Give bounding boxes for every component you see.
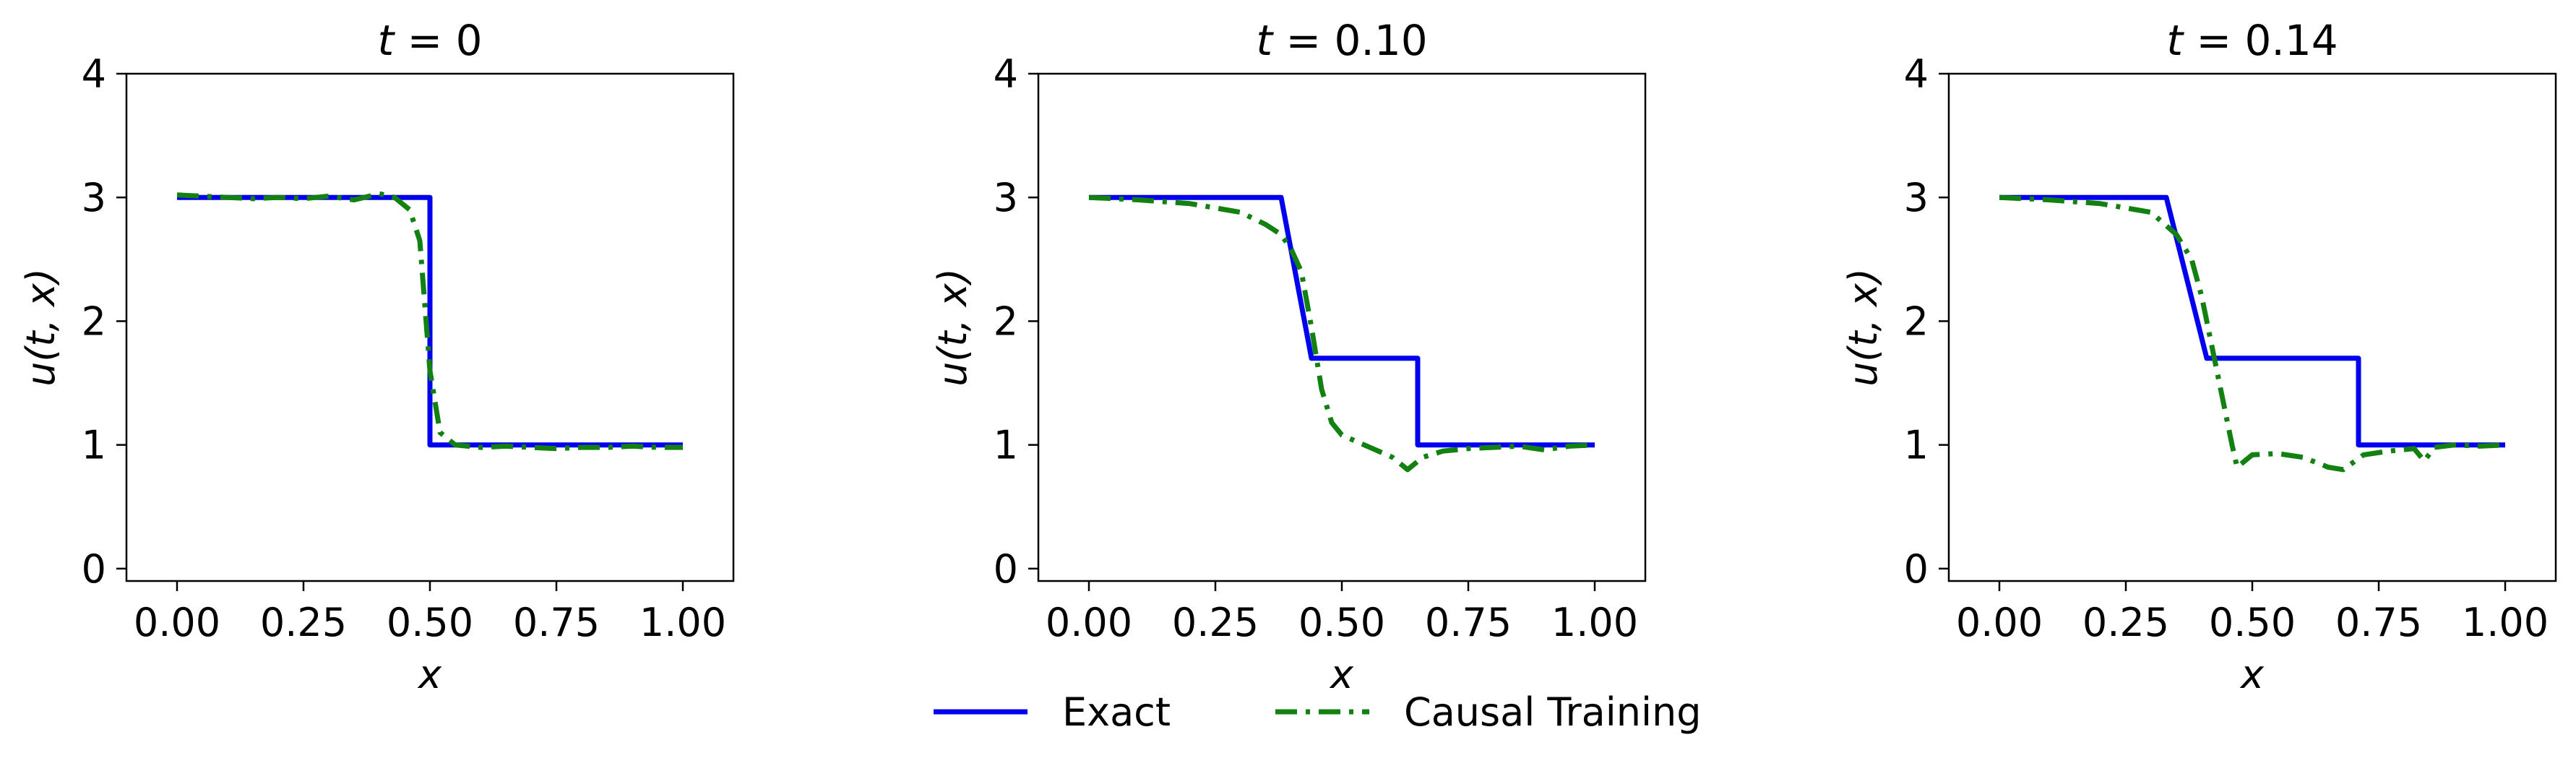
- y-tick-label: 3: [1904, 175, 1929, 220]
- legend-label-exact: Exact: [1062, 689, 1171, 735]
- x-tick-label: 0.25: [2082, 600, 2169, 645]
- y-tick-label: 1: [1904, 423, 1929, 468]
- x-tick-label: 0.50: [1298, 600, 1385, 645]
- y-axis-title: u(t, x): [1840, 268, 1886, 387]
- x-tick-label: 0.25: [1172, 600, 1259, 645]
- series-line-causal-training: [1999, 194, 2506, 473]
- y-tick-label: 1: [994, 423, 1018, 468]
- x-axis-title: x: [1329, 652, 1354, 697]
- x-axis-title: x: [2239, 652, 2265, 697]
- y-tick-label: 1: [82, 423, 106, 468]
- chart-panel-2: 0.00 0.25 0.50 0.75 1.00 0 1 2 3 4 x u(t, x) t = 0.1…: [930, 16, 1647, 697]
- x-tick-label: 0.50: [387, 600, 473, 645]
- series-line-causal-training: [176, 191, 683, 452]
- x-tick-label: 1.00: [639, 600, 726, 645]
- x-tick-label: 0.75: [513, 600, 600, 645]
- x-tick-label: 0.75: [1425, 600, 1512, 645]
- x-tick-label: 0.00: [1956, 600, 2043, 645]
- y-axis-title: u(t, x): [930, 268, 975, 387]
- legend-label-causal-training: Causal Training: [1404, 689, 1702, 735]
- legend: Exact Causal Training: [934, 689, 1702, 735]
- series-line-causal-training: [1088, 194, 1595, 473]
- y-tick-label: 2: [994, 298, 1018, 344]
- x-tick-label: 0.75: [2335, 600, 2422, 645]
- y-tick-label: 0: [1904, 546, 1929, 592]
- chart-panel-1: 0.00 0.25 0.50 0.75 1.00 0 1 2 3 4 x u(t, x) t = 0: [18, 16, 735, 697]
- y-tick-label: 0: [82, 546, 106, 592]
- y-axis-title: u(t, x): [18, 268, 64, 387]
- y-tick-label: 4: [1904, 51, 1929, 97]
- y-tick-label: 4: [82, 51, 106, 97]
- x-tick-label: 0.25: [260, 600, 347, 645]
- x-tick-label: 0.00: [134, 600, 220, 645]
- chart-panel-3: 0.00 0.25 0.50 0.75 1.00 0 1 2 3 4 x u(t, x) t = 0.1…: [1840, 16, 2557, 697]
- panel-title: t = 0.10: [1256, 16, 1427, 65]
- panel-title: t = 0.14: [2166, 16, 2338, 65]
- y-tick-label: 2: [82, 298, 106, 344]
- y-tick-label: 4: [994, 51, 1018, 97]
- y-tick-label: 2: [1904, 298, 1929, 344]
- series-line-exact: [177, 194, 683, 448]
- x-tick-label: 1.00: [2462, 600, 2549, 645]
- series-line-exact: [1999, 194, 2505, 448]
- series-line-exact: [1089, 194, 1595, 448]
- plot-frame: [1947, 72, 2557, 582]
- x-tick-label: 0.50: [2209, 600, 2296, 645]
- x-tick-label: 1.00: [1551, 600, 1638, 645]
- y-tick-label: 0: [994, 546, 1018, 592]
- y-tick-label: 3: [82, 175, 106, 220]
- plot-frame: [1037, 72, 1647, 582]
- panel-title: t = 0: [377, 16, 482, 65]
- x-axis-title: x: [417, 652, 442, 697]
- x-tick-label: 0.00: [1046, 600, 1132, 645]
- y-tick-label: 3: [994, 175, 1018, 220]
